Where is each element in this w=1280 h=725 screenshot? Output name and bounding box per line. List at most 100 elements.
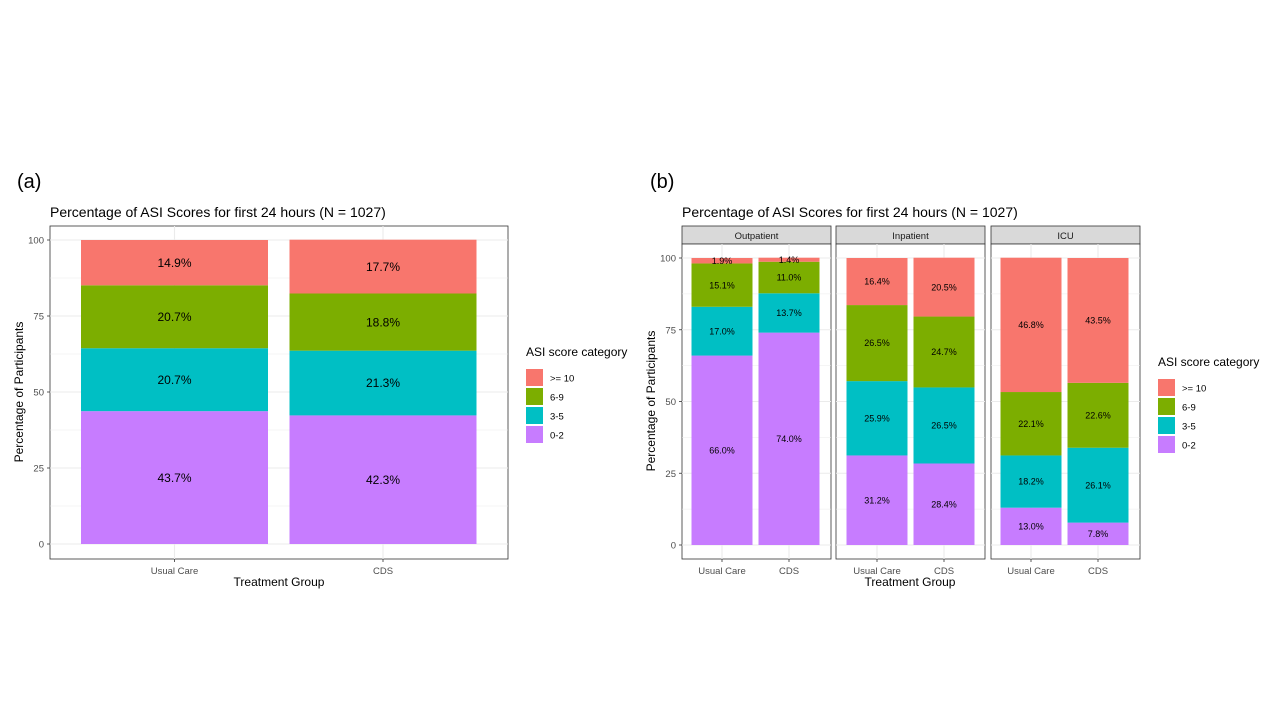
- data-label: 18.8%: [366, 315, 400, 329]
- chart-b-xlabel: Treatment Group: [865, 575, 956, 589]
- chart-a-xlabel: Treatment Group: [234, 575, 325, 589]
- facet-inpatient: Inpatient 31.2% 25.9% 26.5% 16.4% 28.4% 26.5% 2…: [835, 225, 986, 577]
- bar-cds-3-5: [758, 293, 820, 333]
- bar-usual-care-3-5: [1000, 455, 1062, 508]
- bar-cds-ge-10: [913, 257, 975, 317]
- data-label: 74.0%: [776, 434, 802, 444]
- data-label: 24.7%: [931, 347, 957, 357]
- legend-swatch-ge-10: [1158, 379, 1175, 396]
- y-tick-label: 0: [39, 540, 44, 551]
- facet-strip-label: ICU: [1057, 231, 1074, 242]
- data-label: 1.9%: [712, 256, 733, 266]
- panel-a-label: (a): [17, 171, 41, 193]
- data-label: 22.6%: [1085, 410, 1111, 420]
- chart-a-title: Percentage of ASI Scores for first 24 ho…: [50, 204, 386, 220]
- x-tick-label: CDS: [373, 566, 393, 577]
- bar-usual-care-6-9: [81, 285, 268, 349]
- bar-usual-care-6-9: [846, 305, 908, 382]
- facet-strip-label: Inpatient: [892, 231, 929, 242]
- data-label: 26.5%: [931, 421, 957, 431]
- chart-a-ylabel: Percentage of Participants: [12, 322, 26, 463]
- data-label: 28.4%: [931, 499, 957, 509]
- x-tick-label: CDS: [934, 566, 954, 577]
- data-label: 42.3%: [366, 473, 400, 487]
- data-label: 15.1%: [709, 280, 735, 290]
- bar-cds-0-2: [913, 463, 975, 545]
- bar-cds-6-9: [913, 316, 975, 388]
- legend-label-0-2: 0-2: [550, 431, 564, 442]
- y-tick-label: 50: [33, 388, 44, 399]
- bar-usual-care-6-9: [1000, 392, 1062, 456]
- legend-swatch-3-5: [1158, 417, 1175, 434]
- bar-usual-care-ge-10: [691, 258, 753, 264]
- bar-cds-3-5: [289, 350, 477, 416]
- bar-usual-care-0-2: [1000, 507, 1062, 545]
- bar-cds-ge-10: [1067, 258, 1129, 383]
- bar-usual-care-3-5: [846, 381, 908, 456]
- y-tick-label: 0: [671, 541, 676, 552]
- y-tick-label: 25: [665, 469, 676, 480]
- bar-usual-care-0-2: [691, 355, 753, 545]
- facet-icu: ICU 13.0% 18.2% 22.1% 46.8% 7.8% 26.1% 22.6% 43.…: [990, 225, 1141, 577]
- y-tick-label: 100: [660, 254, 676, 265]
- data-label: 13.0%: [1018, 521, 1044, 531]
- data-label: 22.1%: [1018, 419, 1044, 429]
- data-label: 16.4%: [864, 277, 890, 287]
- bar-usual-care-3-5: [691, 306, 753, 356]
- bar-usual-care-0-2: [846, 455, 908, 545]
- data-label: 25.9%: [864, 413, 890, 423]
- data-label: 43.5%: [1085, 316, 1111, 326]
- chart-b-ylabel: Percentage of Participants: [644, 331, 658, 472]
- bar-cds-0-2: [289, 415, 477, 544]
- x-tick-label: CDS: [1088, 566, 1108, 577]
- panel-b-label: (b): [650, 171, 674, 193]
- data-label: 17.0%: [709, 326, 735, 336]
- legend-label-0-2: 0-2: [1182, 441, 1196, 452]
- facet-outpatient: Outpatient 66.0% 17.0% 15.1% 1.9% 74.0% 13.7% 1…: [660, 225, 832, 577]
- data-label: 20.7%: [157, 310, 191, 324]
- chart-a: 43.7% 20.7% 20.7% 14.9% 42.3% 21.3% 18.8% 17.7%…: [28, 225, 509, 577]
- facet-strip-label: Outpatient: [735, 231, 779, 242]
- legend-title: ASI score category: [1158, 355, 1259, 369]
- legend-swatch-3-5: [526, 407, 543, 424]
- legend-label-ge-10: >= 10: [550, 374, 574, 385]
- data-label: 43.7%: [157, 471, 191, 485]
- data-label: 1.4%: [779, 255, 800, 265]
- x-tick-label: Usual Care: [853, 566, 901, 577]
- x-tick-label: Usual Care: [1007, 566, 1055, 577]
- legend-a: ASI score category >= 10 6-9 3-5 0-2: [526, 345, 627, 443]
- bar-cds-6-9: [289, 293, 477, 351]
- data-label: 20.5%: [931, 282, 957, 292]
- legend-swatch-6-9: [526, 388, 543, 405]
- bar-usual-care-0-2: [81, 411, 268, 544]
- y-tick-label: 50: [665, 397, 676, 408]
- legend-label-ge-10: >= 10: [1182, 384, 1206, 395]
- bar-usual-care-ge-10: [81, 240, 268, 286]
- data-label: 31.2%: [864, 495, 890, 505]
- data-label: 17.7%: [366, 260, 400, 274]
- legend-swatch-0-2: [1158, 436, 1175, 453]
- y-tick-label: 25: [33, 464, 44, 475]
- legend-label-6-9: 6-9: [1182, 403, 1196, 414]
- bar-cds-ge-10: [758, 257, 820, 262]
- x-tick-label: Usual Care: [698, 566, 746, 577]
- legend-b: ASI score category >= 10 6-9 3-5 0-2: [1158, 355, 1259, 453]
- legend-title: ASI score category: [526, 345, 627, 359]
- legend-swatch-0-2: [526, 426, 543, 443]
- data-label: 20.7%: [157, 373, 191, 387]
- chart-b-title: Percentage of ASI Scores for first 24 ho…: [682, 204, 1018, 220]
- legend-label-6-9: 6-9: [550, 393, 564, 404]
- data-label: 21.3%: [366, 376, 400, 390]
- bar-cds-ge-10: [289, 239, 477, 294]
- y-tick-label: 75: [665, 325, 676, 336]
- bar-usual-care-3-5: [81, 348, 268, 412]
- legend-label-3-5: 3-5: [1182, 422, 1196, 433]
- chart-b: Outpatient 66.0% 17.0% 15.1% 1.9% 74.0% 13.7% 1…: [660, 225, 1141, 577]
- data-label: 7.8%: [1088, 529, 1109, 539]
- data-label: 26.1%: [1085, 480, 1111, 490]
- bar-cds-6-9: [758, 261, 820, 294]
- data-label: 14.9%: [157, 256, 191, 270]
- data-label: 18.2%: [1018, 477, 1044, 487]
- data-label: 26.5%: [864, 338, 890, 348]
